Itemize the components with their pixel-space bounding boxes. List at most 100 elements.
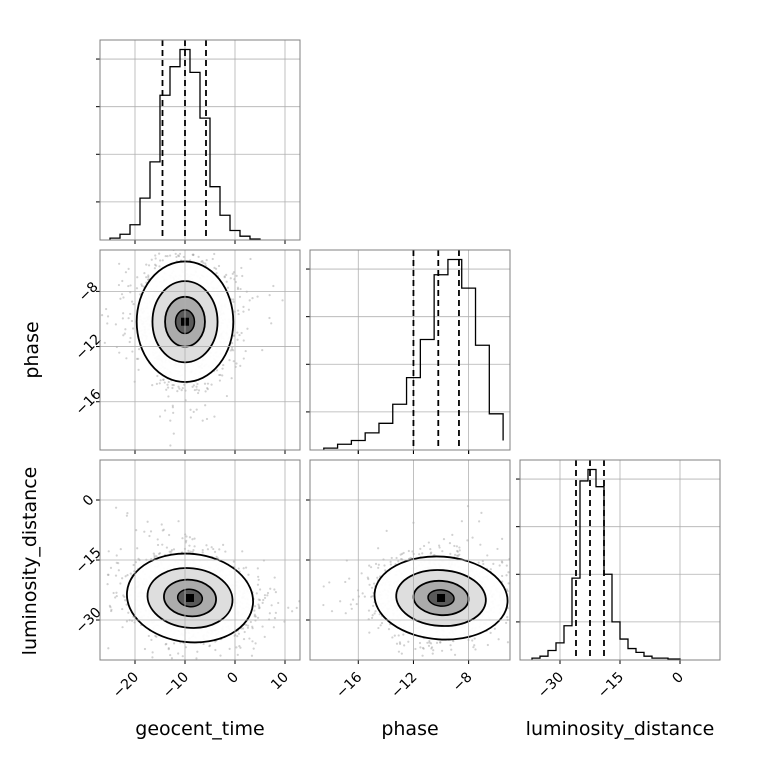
sample-point [182,255,185,259]
sample-point [192,253,195,257]
sample-point [202,642,205,646]
sample-point [106,315,110,318]
sample-point [208,644,212,647]
sample-point [177,520,180,523]
sample-point [223,276,226,279]
scatter-content [70,506,300,703]
y-tick-label: 0 [80,492,98,510]
sample-point [115,554,118,557]
sample-point [164,409,167,412]
sample-point [85,587,87,589]
sample-point [142,451,144,453]
sample-point [307,330,309,332]
sample-point [155,382,158,385]
sample-point [188,536,192,539]
sample-point [127,317,130,320]
histogram-bar [628,649,636,660]
sample-point [122,594,125,597]
sample-point [149,530,153,533]
sample-point [197,391,200,395]
sample-point [258,598,262,602]
sample-point [189,416,192,419]
sample-point [251,625,254,628]
sample-point [257,603,260,606]
sample-point [167,380,170,384]
sample-point [228,647,231,650]
sample-point [248,299,251,302]
sample-point [124,271,128,274]
sample-point [153,554,156,557]
sample-point [191,253,194,256]
sample-point [230,377,233,380]
histogram-bar [434,275,448,450]
sample-point [213,415,216,418]
sample-point [123,595,126,598]
sample-point [121,317,124,320]
sample-point [270,322,273,325]
sample-point [115,561,118,564]
sample-point [103,341,106,344]
histogram-frame [519,459,721,661]
sample-point [195,385,198,388]
sample-point [253,609,256,612]
sample-point [122,334,125,337]
sample-point [258,606,261,609]
sample-point [263,635,266,638]
sample-point [206,388,209,391]
sample-point [460,520,463,523]
sample-point [236,635,239,638]
sample-point [236,286,240,289]
sample-point [193,545,196,548]
sample-point [219,654,222,657]
sample-point [232,360,235,363]
sample-point [109,566,113,570]
sample-point [232,300,235,303]
sample-point [170,550,173,553]
sample-point [204,262,207,265]
histogram-bar [636,652,644,660]
sample-point [189,550,192,553]
sample-point [205,544,208,547]
sample-point [228,691,230,693]
sample-point [114,323,117,326]
histogram-bar [130,225,140,240]
sample-point [110,609,113,613]
sample-point [272,284,275,288]
x-tick-label: 0 [669,669,687,687]
sample-point [131,327,135,330]
sample-point [85,323,87,325]
sample-point [196,382,199,386]
sample-point [191,538,194,541]
sample-point [129,284,132,287]
sample-point [428,641,431,644]
sample-point [205,417,209,421]
sample-point [426,641,429,644]
sample-point [228,359,231,362]
sample-point [263,596,267,600]
sample-point [170,657,174,660]
sample-point [193,537,196,540]
sample-point [245,701,247,703]
sample-point [195,408,198,411]
sample-point [154,634,157,637]
sample-point [143,272,146,275]
sample-point [166,255,169,258]
sample-point [143,530,146,533]
sample-point [169,653,172,657]
sample-point [501,537,504,540]
sample-point [156,374,159,378]
sample-point [142,244,144,246]
sample-point [147,275,150,279]
sample-point [154,257,157,260]
sample-point [210,383,213,386]
sample-point [70,579,72,581]
sample-point [206,548,210,551]
sample-point [154,254,157,257]
sample-point [505,564,508,567]
sample-point [246,624,250,627]
sample-point [208,645,211,648]
sample-point [240,266,243,270]
sample-point [176,389,179,393]
sample-point [242,305,245,308]
histogram-bar [230,230,240,240]
